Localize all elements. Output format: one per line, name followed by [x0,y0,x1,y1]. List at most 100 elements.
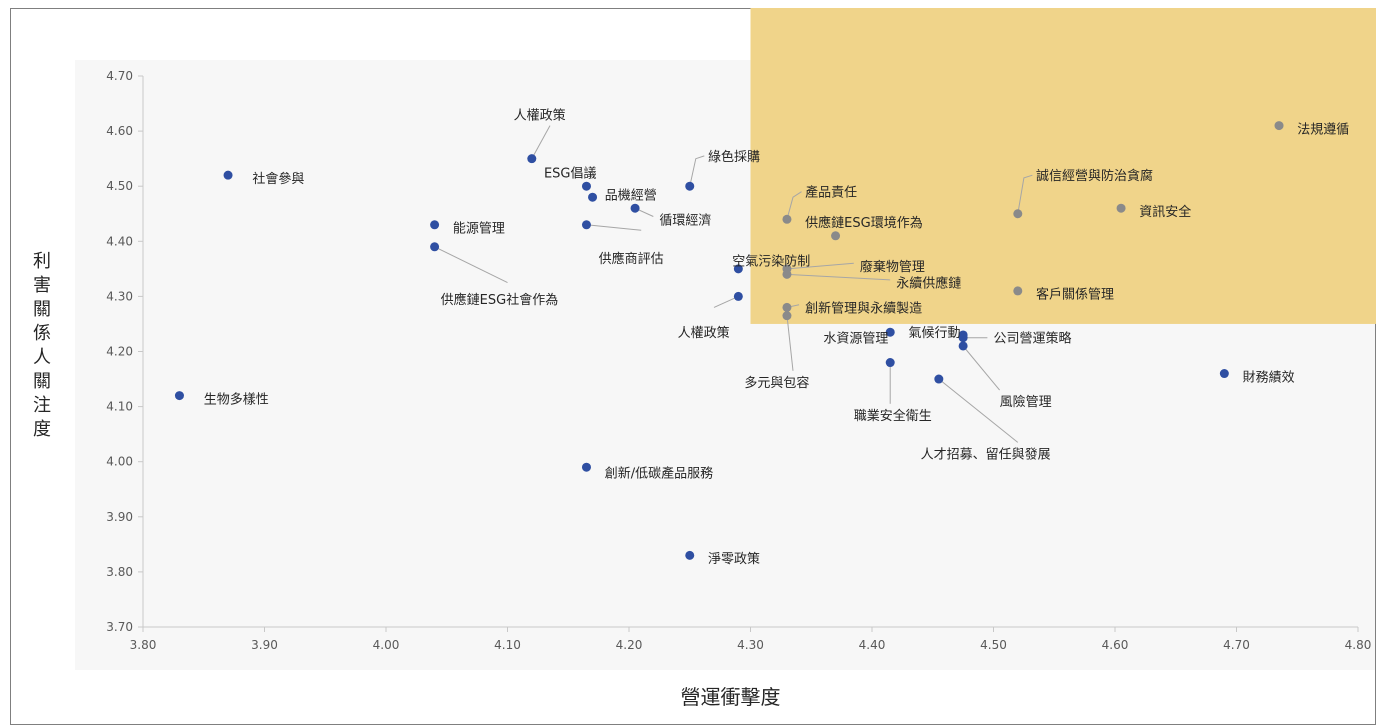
y-axis-label-char: 人 [33,347,51,368]
y-tick-label: 4.20 [106,345,133,359]
data-point [885,327,895,337]
data-point [1013,209,1023,219]
y-axis-label-char: 度 [33,419,51,440]
x-tick-label: 4.50 [980,638,1007,652]
data-label: 循環經濟 [659,212,711,228]
data-label: 水資源管理 [823,332,888,347]
data-label: 創新管理與永續製造 [805,300,922,316]
data-label: 供應商評估 [599,251,664,267]
data-point [588,192,598,202]
y-tick-label: 3.70 [106,620,133,634]
data-point [733,291,743,301]
leader-line [786,191,802,220]
data-point [685,181,695,191]
data-point [782,269,792,279]
data-labels: 社會參與生物多樣性能源管理供應鏈ESG社會作為人權政策ESG倡議品機經營循環經濟… [204,108,1350,568]
x-tick-label: 4.80 [1345,638,1372,652]
data-label: ESG倡議 [544,166,597,181]
data-label: 誠信經營與防治貪腐 [1036,168,1153,184]
data-label: 創新/低碳產品服務 [605,466,713,482]
x-tick-label: 4.60 [1102,638,1129,652]
data-point [1013,286,1023,296]
data-point [934,374,944,384]
data-label: 供應鏈ESG環境作為 [805,215,923,231]
data-point [831,231,841,241]
x-tick-label: 4.20 [616,638,643,652]
data-label: 人權政策 [678,325,730,341]
data-label: 綠色採購 [708,149,760,165]
data-label: 風險管理 [1000,395,1052,410]
data-point [782,302,792,312]
x-tick-label: 4.10 [494,638,521,652]
data-label: 公司營運策略 [994,331,1072,347]
y-tick-label: 4.40 [106,234,133,248]
y-tick-label: 3.90 [106,510,133,524]
y-tick-label: 3.80 [106,565,133,579]
axes: 3.70 3.80 3.90 4.00 4.10 4.20 4.30 4.40 4.50 4.60… [106,69,1371,652]
data-point [581,220,591,230]
data-point [430,220,440,230]
data-label: 廢棄物管理 [860,260,925,275]
x-tick-label: 4.30 [737,638,764,652]
data-point [527,154,537,164]
data-point [782,214,792,224]
leader-line [786,315,794,371]
data-label: 職業安全衛生 [854,408,932,424]
x-axis-label: 營運衝擊度 [681,685,781,709]
data-label: 淨零政策 [708,551,760,567]
y-axis-label-char: 害 [33,275,51,296]
data-label: 氣候行動 [908,326,960,341]
y-axis-label-char: 關 [33,371,51,392]
x-tick-label: 3.90 [251,638,278,652]
data-label: 空氣污染防制 [732,254,810,270]
data-point [885,358,895,368]
data-label: 能源管理 [453,222,505,237]
y-tick-label: 4.00 [106,455,133,469]
y-axis-label-char: 注 [33,395,51,416]
y-axis-label: 利害關係人關注度 [33,251,51,440]
data-point [1274,121,1284,131]
x-tick-label: 3.80 [130,638,157,652]
data-label: 法規遵循 [1297,121,1349,137]
leader-line [962,345,1000,391]
leader-line [938,378,1019,443]
leader-line [786,262,854,270]
data-point [782,311,792,321]
x-tick-label: 4.40 [859,638,886,652]
leader-line [689,155,705,187]
data-point [733,264,743,274]
data-label: 永續供應鏈 [896,276,961,292]
leader-line [786,273,891,281]
data-point [1219,369,1229,379]
data-label: 客戶關係管理 [1036,287,1114,303]
y-tick-label: 4.60 [106,124,133,138]
leader-line [531,125,551,159]
data-point [958,333,968,343]
data-label: 資訊安全 [1139,204,1191,220]
data-label: 多元與包容 [744,375,809,391]
y-tick-label: 4.30 [106,289,133,303]
x-tick-label: 4.70 [1223,638,1250,652]
x-tick-label: 4.00 [373,638,400,652]
data-label: 財務績效 [1243,370,1295,385]
data-label: 品機經營 [605,188,657,203]
data-point [581,181,591,191]
data-point [430,242,440,252]
highlight-region [750,8,1376,324]
y-axis-label-char: 係 [33,323,51,344]
data-point [174,391,184,401]
y-tick-label: 4.10 [106,400,133,414]
data-label: 供應鏈ESG社會作為 [441,292,559,308]
y-axis-label-char: 利 [33,251,51,272]
data-label: 人權政策 [514,108,566,124]
data-point [630,203,640,213]
data-point [581,462,591,472]
leader-line [434,246,508,284]
data-label: 人才招募、留任與發展 [921,447,1051,462]
data-label: 生物多樣性 [204,391,269,407]
y-tick-label: 4.50 [106,179,133,193]
leader-line [1017,174,1033,214]
data-label: 產品責任 [805,185,857,201]
data-label: 社會參與 [252,171,304,187]
